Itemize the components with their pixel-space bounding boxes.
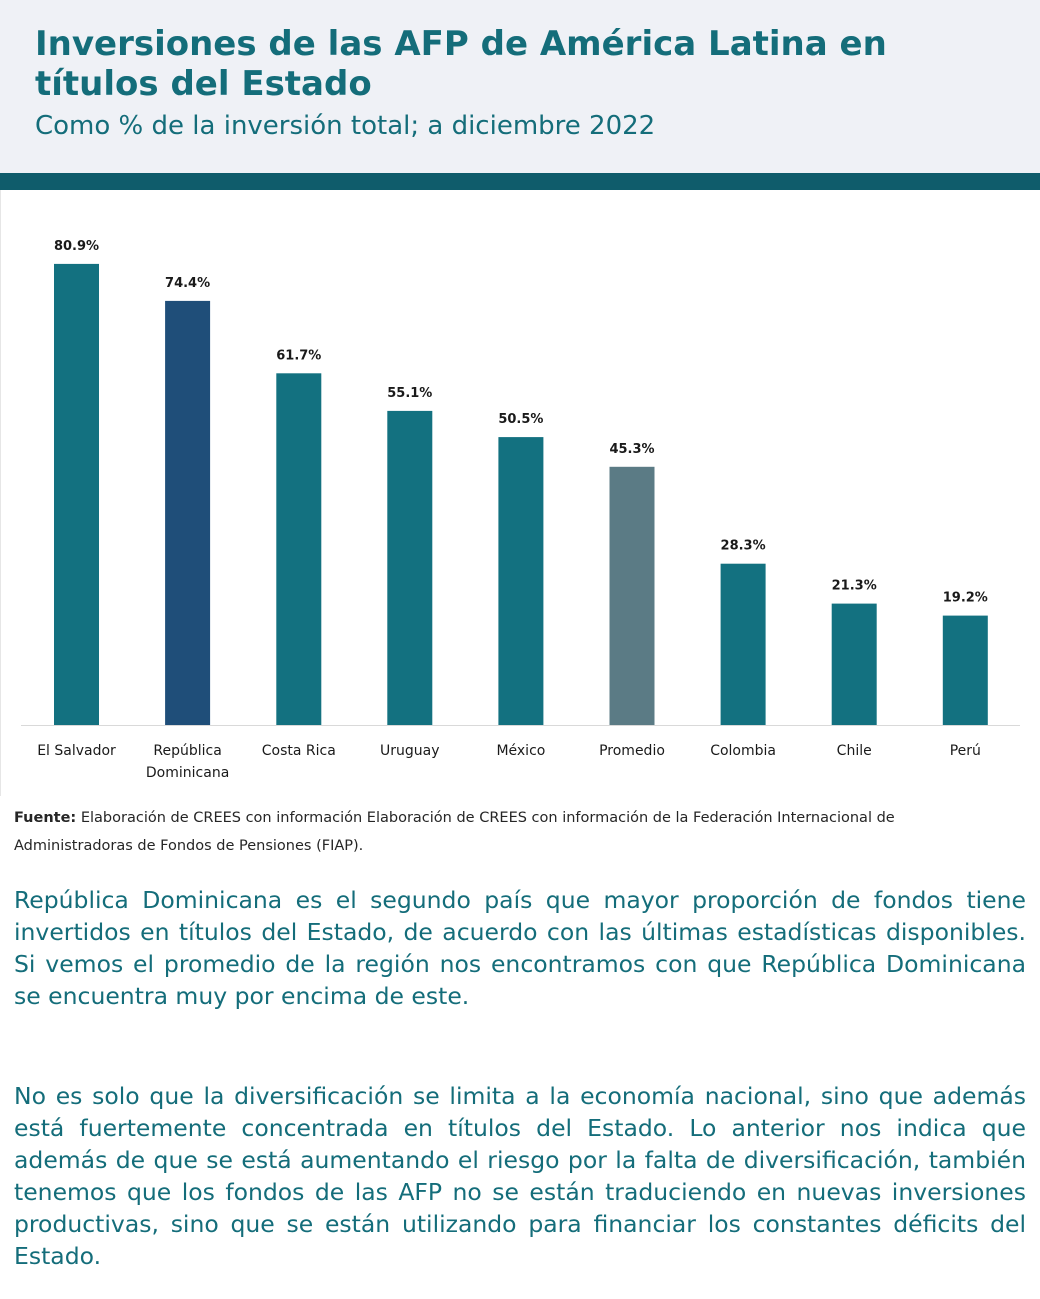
category-label-2: Costa Rica bbox=[262, 743, 336, 759]
source-label: Fuente: bbox=[14, 810, 77, 826]
body-paragraph-2: No es solo que la diversificación se lim… bbox=[14, 1082, 1026, 1270]
category-label-4: México bbox=[496, 743, 545, 759]
data-label-8: 19.2% bbox=[943, 591, 988, 606]
header-divider bbox=[0, 173, 1040, 190]
chart-panel: 80.9% El Salvador 74.4% República Dominicana… bbox=[0, 190, 1040, 796]
body-paragraph-1: República Dominicana es el segundo país … bbox=[14, 886, 1026, 1010]
bar-chart: 80.9% El Salvador 74.4% República Dominicana… bbox=[21, 239, 1020, 781]
category-label-8: Perú bbox=[950, 743, 981, 759]
data-label-6: 28.3% bbox=[721, 539, 766, 554]
bar-4 bbox=[498, 437, 544, 725]
header-panel: Inversiones de las AFP de América Latina… bbox=[0, 0, 1040, 173]
source-text: Elaboración de CREES con información Ela… bbox=[14, 810, 895, 854]
data-label-4: 50.5% bbox=[498, 412, 543, 427]
data-label-5: 45.3% bbox=[609, 442, 654, 457]
category-label-7: Chile bbox=[837, 743, 872, 759]
category-label-0: El Salvador bbox=[37, 743, 116, 759]
data-label-0: 80.9% bbox=[54, 239, 99, 254]
bar-0 bbox=[54, 263, 99, 725]
page-title: Inversiones de las AFP de América Latina… bbox=[35, 24, 887, 104]
category-label-6: Colombia bbox=[710, 743, 776, 759]
bar-5 bbox=[609, 466, 655, 725]
bar-1 bbox=[165, 300, 211, 725]
data-label-1: 74.4% bbox=[165, 276, 210, 291]
category-label-5: Promedio bbox=[599, 743, 665, 759]
source-note: Fuente: Elaboración de CREES con informa… bbox=[14, 804, 1014, 860]
page-subtitle: Como % de la inversión total; a diciembr… bbox=[35, 111, 656, 141]
data-label-3: 55.1% bbox=[387, 386, 432, 401]
bar-8 bbox=[942, 615, 988, 725]
category-label-3: Uruguay bbox=[380, 743, 440, 759]
data-label-2: 61.7% bbox=[276, 348, 321, 363]
bar-3 bbox=[387, 410, 433, 725]
data-label-7: 21.3% bbox=[832, 579, 877, 594]
bar-2 bbox=[276, 373, 322, 725]
bar-6 bbox=[720, 563, 766, 725]
bar-7 bbox=[831, 603, 877, 725]
category-label-1: República Dominicana bbox=[146, 743, 229, 781]
